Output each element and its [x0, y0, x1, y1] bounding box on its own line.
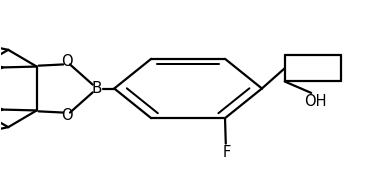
Text: B: B: [92, 81, 103, 96]
Text: O: O: [61, 108, 73, 123]
Text: OH: OH: [304, 94, 326, 109]
Text: O: O: [61, 54, 73, 69]
Text: F: F: [223, 145, 231, 160]
